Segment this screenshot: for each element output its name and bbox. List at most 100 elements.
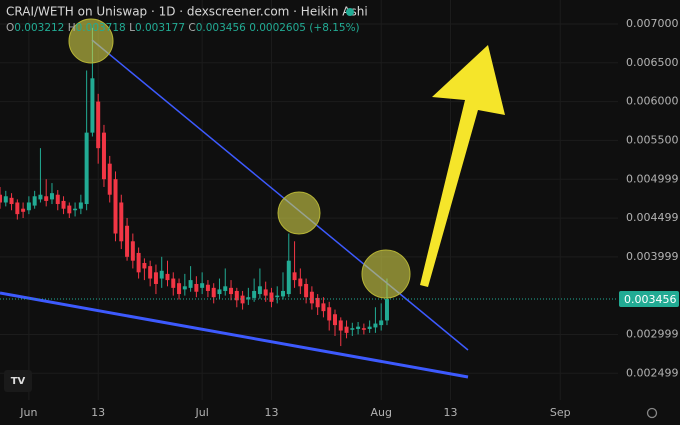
candle-body <box>67 205 72 214</box>
candle-body <box>379 320 384 326</box>
candle-body <box>182 286 187 290</box>
candle-body <box>26 202 31 211</box>
candle-body <box>38 194 43 200</box>
candle-body <box>263 289 268 296</box>
candle-body <box>252 290 257 298</box>
candle-body <box>0 194 2 203</box>
chart-title: CRAI/WETH on Uniswap · 1D · dexscreener.… <box>6 5 368 19</box>
candle-body <box>367 326 372 329</box>
candle-body <box>384 299 389 321</box>
y-tick-label: 0.003999 <box>626 250 679 263</box>
candle-body <box>171 278 176 288</box>
ohlc-value: 0.003718 <box>76 22 126 34</box>
y-tick-label: 0.002499 <box>626 366 679 379</box>
candle-body <box>361 328 366 330</box>
candle-body <box>188 280 193 288</box>
ohlc-value: 0.003456 <box>196 22 246 34</box>
candle-body <box>90 78 95 133</box>
y-tick-label: 0.007000 <box>626 17 679 30</box>
candle-body <box>142 263 147 269</box>
candle-body <box>73 208 78 211</box>
candle-body <box>153 272 158 284</box>
candle-body <box>338 320 343 331</box>
candle-body <box>21 208 26 212</box>
trend-line-upper <box>91 39 469 351</box>
y-tick-label: 0.005500 <box>626 133 679 146</box>
y-tick-label: 0.002999 <box>626 327 679 340</box>
candle-body <box>309 291 314 304</box>
arrow <box>420 45 505 287</box>
candle-body <box>217 289 222 295</box>
logo-text: TV <box>11 376 26 387</box>
candle-body <box>32 196 37 206</box>
candle-body <box>229 287 234 295</box>
candle-body <box>344 326 349 333</box>
logo <box>4 370 32 392</box>
candle-body <box>292 272 297 281</box>
candle-body <box>327 307 332 321</box>
candle-body <box>61 200 66 209</box>
candle-body <box>298 278 303 287</box>
y-tick-label: 0.006500 <box>626 56 679 69</box>
candle-body <box>240 295 245 304</box>
candle-body <box>3 196 8 203</box>
candle-body <box>15 202 20 215</box>
candle-body <box>96 101 101 149</box>
candle-body <box>107 163 112 195</box>
candle-body <box>200 283 205 288</box>
ohlc-key: O <box>6 22 14 34</box>
highlight-circle <box>68 18 114 64</box>
x-tick-label: Aug <box>370 406 391 419</box>
y-tick-label: 0.004499 <box>626 211 679 224</box>
settings-icon[interactable] <box>646 407 658 419</box>
candle-body <box>257 286 262 295</box>
x-tick-label: 13 <box>91 406 105 419</box>
candle-body <box>275 295 280 298</box>
ohlc-key: C <box>188 22 195 34</box>
trend-line-lower <box>0 291 469 379</box>
status-dot <box>346 8 354 16</box>
candle-body <box>304 283 309 298</box>
y-tick-label: 0.004999 <box>626 172 679 185</box>
candle-body <box>234 290 239 301</box>
ohlc-value: 0.003177 <box>135 22 185 34</box>
candle-body <box>177 283 182 295</box>
candle-body <box>286 260 291 295</box>
ohlc-legend: O0.003212 H0.003718 L0.003177 C0.003456 … <box>6 22 360 34</box>
candle-body <box>223 286 228 291</box>
candle-body <box>205 284 210 291</box>
candle-body <box>211 287 216 298</box>
candle-body <box>44 196 49 201</box>
ohlc-key: L <box>129 22 135 34</box>
candle-body <box>125 225 130 257</box>
candle-body <box>101 132 106 180</box>
candle-body <box>315 297 320 308</box>
candle-body <box>113 179 118 234</box>
candle-body <box>119 202 124 242</box>
ohlc-key: H <box>68 22 76 34</box>
candle-body <box>136 252 141 273</box>
last-price-label: 0.003456 <box>624 293 677 306</box>
candle-body <box>165 273 170 281</box>
ohlc-value: 0.003212 <box>14 22 64 34</box>
candle-body <box>246 297 251 300</box>
candle-body <box>130 241 135 261</box>
candle-body <box>269 292 274 302</box>
candle-body <box>350 328 355 330</box>
candle-body <box>49 193 54 200</box>
candle-body <box>356 326 361 329</box>
x-tick-label: Sep <box>550 406 571 419</box>
candle-body <box>332 314 337 326</box>
last-price-box <box>619 291 679 308</box>
candle-body <box>373 323 378 328</box>
candle-body <box>55 194 60 205</box>
candle-body <box>194 283 199 292</box>
y-tick-label: 0.006000 <box>626 95 679 108</box>
candle-body <box>281 290 286 297</box>
highlight-circle <box>277 191 321 235</box>
candle-body <box>159 270 164 279</box>
x-tick-label: 13 <box>444 406 458 419</box>
x-tick-label: 13 <box>264 406 278 419</box>
